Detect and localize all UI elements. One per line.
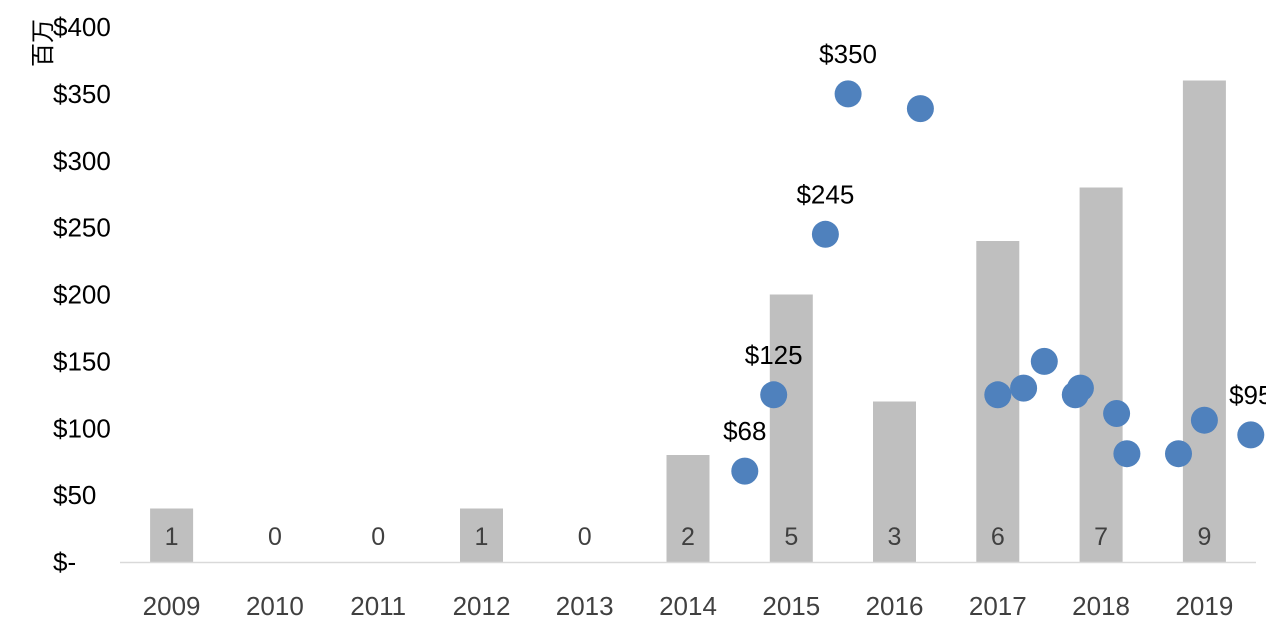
- y-tick-label: $150: [53, 346, 111, 376]
- bar-count-label-2012: 1: [475, 523, 489, 551]
- x-tick-label-2011: 2011: [350, 591, 406, 621]
- data-point-7: [1010, 374, 1038, 402]
- data-point-label-15: $95: [1229, 380, 1266, 410]
- x-tick-label-2015: 2015: [762, 591, 820, 621]
- data-point-14: [1190, 406, 1218, 434]
- data-point-1: [731, 457, 759, 485]
- y-tick-label: $250: [53, 213, 111, 243]
- x-tick-label-2009: 2009: [143, 591, 201, 621]
- data-point-15: [1237, 421, 1265, 449]
- bar-count-label-2018: 7: [1094, 523, 1108, 551]
- bar-2015: [769, 294, 813, 562]
- data-point-12: [1113, 440, 1141, 468]
- data-point-4: [834, 80, 862, 108]
- bar-count-labels: 1 0 0 1 0 2 5 3 6 7 9: [165, 523, 1212, 551]
- bar-2016: [873, 401, 916, 562]
- bar-count-label-2013: 0: [578, 523, 592, 551]
- y-axis-unit-label: 百万: [29, 19, 57, 67]
- x-tick-label-2014: 2014: [659, 591, 717, 621]
- data-point-11: [1103, 400, 1131, 427]
- y-tick-label: $350: [53, 79, 111, 109]
- y-tick-label: $200: [53, 280, 111, 310]
- y-tick-label: $300: [53, 146, 111, 176]
- bar-2018: [1079, 187, 1123, 562]
- bar-2014: [666, 455, 710, 562]
- bar-count-label-2019: 9: [1197, 523, 1211, 551]
- data-point-label-2: $125: [745, 340, 803, 370]
- data-point-2: [760, 381, 788, 409]
- data-point-10: [1066, 374, 1094, 402]
- bar-count-label-2015: 5: [784, 523, 798, 551]
- x-tick-label-2017: 2017: [969, 591, 1027, 621]
- x-axis-ticks: 2009 2010 2011 2012 2013 2014 2015 2016 2017 2018…: [143, 591, 1234, 621]
- data-point-label-1: $68: [723, 416, 766, 446]
- y-tick-label: $400: [53, 12, 111, 42]
- bar-count-label-2016: 3: [888, 523, 902, 551]
- data-point-6: [984, 381, 1012, 409]
- y-tick-label: $100: [53, 413, 111, 443]
- data-point-label-3: $245: [796, 179, 854, 209]
- x-tick-label-2016: 2016: [866, 591, 924, 621]
- bar-count-label-2014: 2: [681, 523, 695, 551]
- points-layer: [731, 80, 1265, 485]
- bar-count-label-2011: 0: [371, 523, 385, 551]
- y-axis-ticks: $- $50 $100 $150 $200 $250 $300 $350 $400: [53, 12, 111, 577]
- data-point-3: [811, 220, 839, 248]
- data-point-13: [1165, 440, 1192, 468]
- data-point-label-4: $350: [819, 39, 877, 69]
- x-tick-label-2018: 2018: [1072, 591, 1130, 621]
- bar-2012: [460, 508, 503, 562]
- bar-2019: [1182, 80, 1226, 562]
- bar-2009: [150, 508, 194, 562]
- data-point-5: [906, 95, 934, 123]
- x-tick-label-2010: 2010: [246, 591, 304, 621]
- bars-layer: [150, 80, 1226, 562]
- x-tick-label-2019: 2019: [1175, 591, 1233, 621]
- y-tick-label: $50: [53, 480, 96, 510]
- bar-count-label-2017: 6: [991, 523, 1005, 551]
- point-labels-layer: $68 $125 $245 $350 $95: [723, 39, 1266, 446]
- bar-count-label-2010: 0: [268, 523, 282, 551]
- x-tick-label-2012: 2012: [453, 591, 511, 621]
- bar-count-label-2009: 1: [165, 523, 179, 551]
- data-point-8: [1030, 347, 1058, 375]
- x-tick-label-2013: 2013: [556, 591, 614, 621]
- y-tick-label: $-: [53, 547, 76, 577]
